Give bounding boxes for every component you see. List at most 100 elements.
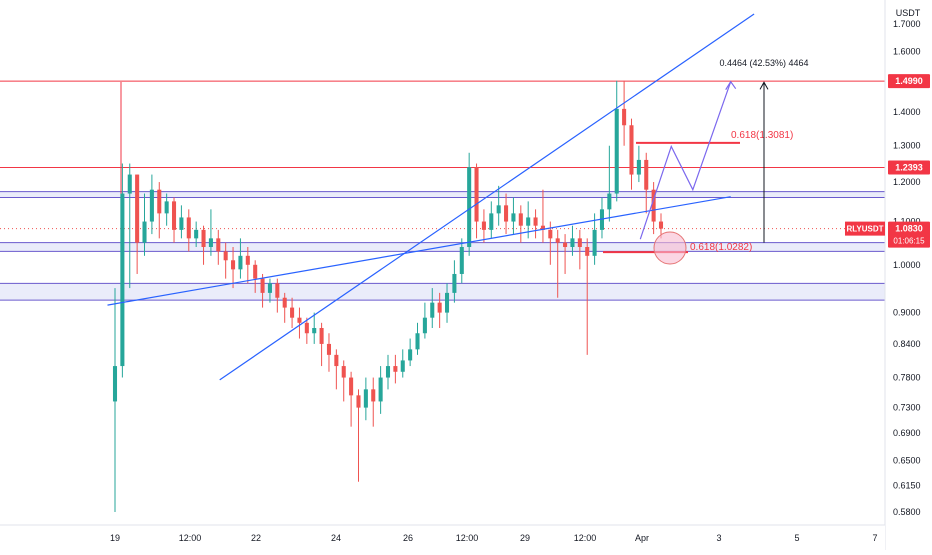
candle-body xyxy=(636,159,641,175)
projection-path xyxy=(639,81,732,240)
channel-upper-line xyxy=(219,13,755,381)
candle-body xyxy=(474,167,479,222)
candle-body xyxy=(319,327,324,344)
symbol-label: RLYUSDT xyxy=(846,225,883,234)
candle-body xyxy=(415,333,420,350)
price-tick-label: 1.6000 xyxy=(893,47,921,57)
price-tick-label: 0.5800 xyxy=(893,507,921,517)
candle xyxy=(186,209,191,252)
symbol-tag xyxy=(845,221,885,236)
candle xyxy=(592,213,597,265)
candle-body xyxy=(186,217,191,239)
candle xyxy=(312,312,317,344)
candle-body xyxy=(371,389,376,402)
last-price-tag xyxy=(888,221,930,248)
candle xyxy=(599,197,605,239)
candle xyxy=(304,317,309,344)
candle-body xyxy=(275,283,280,298)
price-tick-label: 0.7800 xyxy=(893,373,921,383)
candle-body xyxy=(238,255,243,270)
candle-body xyxy=(363,389,368,408)
candle xyxy=(540,189,545,243)
candle xyxy=(533,209,538,239)
candle-body xyxy=(179,217,184,230)
candle xyxy=(570,225,575,256)
candle xyxy=(651,182,656,235)
candle xyxy=(408,338,413,367)
price-tick-label: 1.2000 xyxy=(893,177,921,187)
candle-body xyxy=(496,205,501,214)
candle xyxy=(290,297,295,328)
price-tick-label: 0.9000 xyxy=(893,308,921,318)
candle-body xyxy=(385,366,391,378)
candle-body xyxy=(511,213,516,222)
candle-body xyxy=(444,292,450,313)
candle-body xyxy=(120,193,125,367)
candle xyxy=(260,273,265,308)
time-tick-label: 26 xyxy=(403,533,413,543)
candle-body xyxy=(393,366,398,372)
time-tick-label: 19 xyxy=(110,533,120,543)
candle xyxy=(452,260,457,303)
candle xyxy=(356,389,361,482)
time-tick-label: 7 xyxy=(872,533,877,543)
candle-body xyxy=(208,238,213,248)
candle xyxy=(120,163,125,378)
candle-body xyxy=(489,213,494,230)
candle-body xyxy=(142,221,147,243)
candle xyxy=(223,242,228,279)
candle xyxy=(231,247,236,289)
candle xyxy=(563,234,568,274)
countdown-label: 01:06:15 xyxy=(893,237,925,246)
candle xyxy=(555,229,560,298)
candle xyxy=(112,288,118,512)
candle xyxy=(149,174,154,235)
candle xyxy=(164,193,169,226)
candle xyxy=(216,229,221,265)
fib-upper-label: 0.618(1.3081) xyxy=(731,130,793,141)
candle-body xyxy=(430,302,435,318)
price-tick-label: 0.8400 xyxy=(893,339,921,349)
candle xyxy=(349,371,354,427)
level-price-tag xyxy=(888,160,930,175)
candle xyxy=(504,193,509,235)
channel-lower-line xyxy=(107,196,731,306)
candle-body xyxy=(334,354,339,367)
candle xyxy=(400,349,405,378)
candle xyxy=(245,247,250,284)
candle xyxy=(437,292,442,328)
candle-body xyxy=(245,255,250,265)
time-tick-label: 12:00 xyxy=(574,533,597,543)
candle xyxy=(629,118,634,190)
candle xyxy=(194,221,199,248)
candle-body xyxy=(267,283,272,293)
candle-body xyxy=(592,229,597,256)
candle-body xyxy=(282,297,287,308)
candle xyxy=(511,197,516,235)
candle-body xyxy=(607,193,612,210)
candle xyxy=(378,366,383,414)
candle xyxy=(467,152,472,256)
candle xyxy=(371,377,376,427)
price-tick-label: 1.7000 xyxy=(893,19,921,29)
candle xyxy=(201,225,206,265)
candle-body xyxy=(349,377,354,396)
candle xyxy=(319,322,324,367)
candle-body xyxy=(644,159,649,190)
candle-body xyxy=(127,174,132,194)
candle-body xyxy=(253,264,258,279)
last-price-label: 1.0830 xyxy=(895,224,923,234)
price-tick-label: 1.0000 xyxy=(893,260,921,270)
candle xyxy=(253,260,258,293)
candle-body xyxy=(326,343,332,355)
time-axis-bg xyxy=(0,525,885,550)
candle xyxy=(341,360,346,402)
candle-body xyxy=(437,302,442,313)
candle xyxy=(526,201,531,239)
time-tick-label: 12:00 xyxy=(456,533,479,543)
candle xyxy=(282,292,287,323)
candle-body xyxy=(518,213,523,226)
